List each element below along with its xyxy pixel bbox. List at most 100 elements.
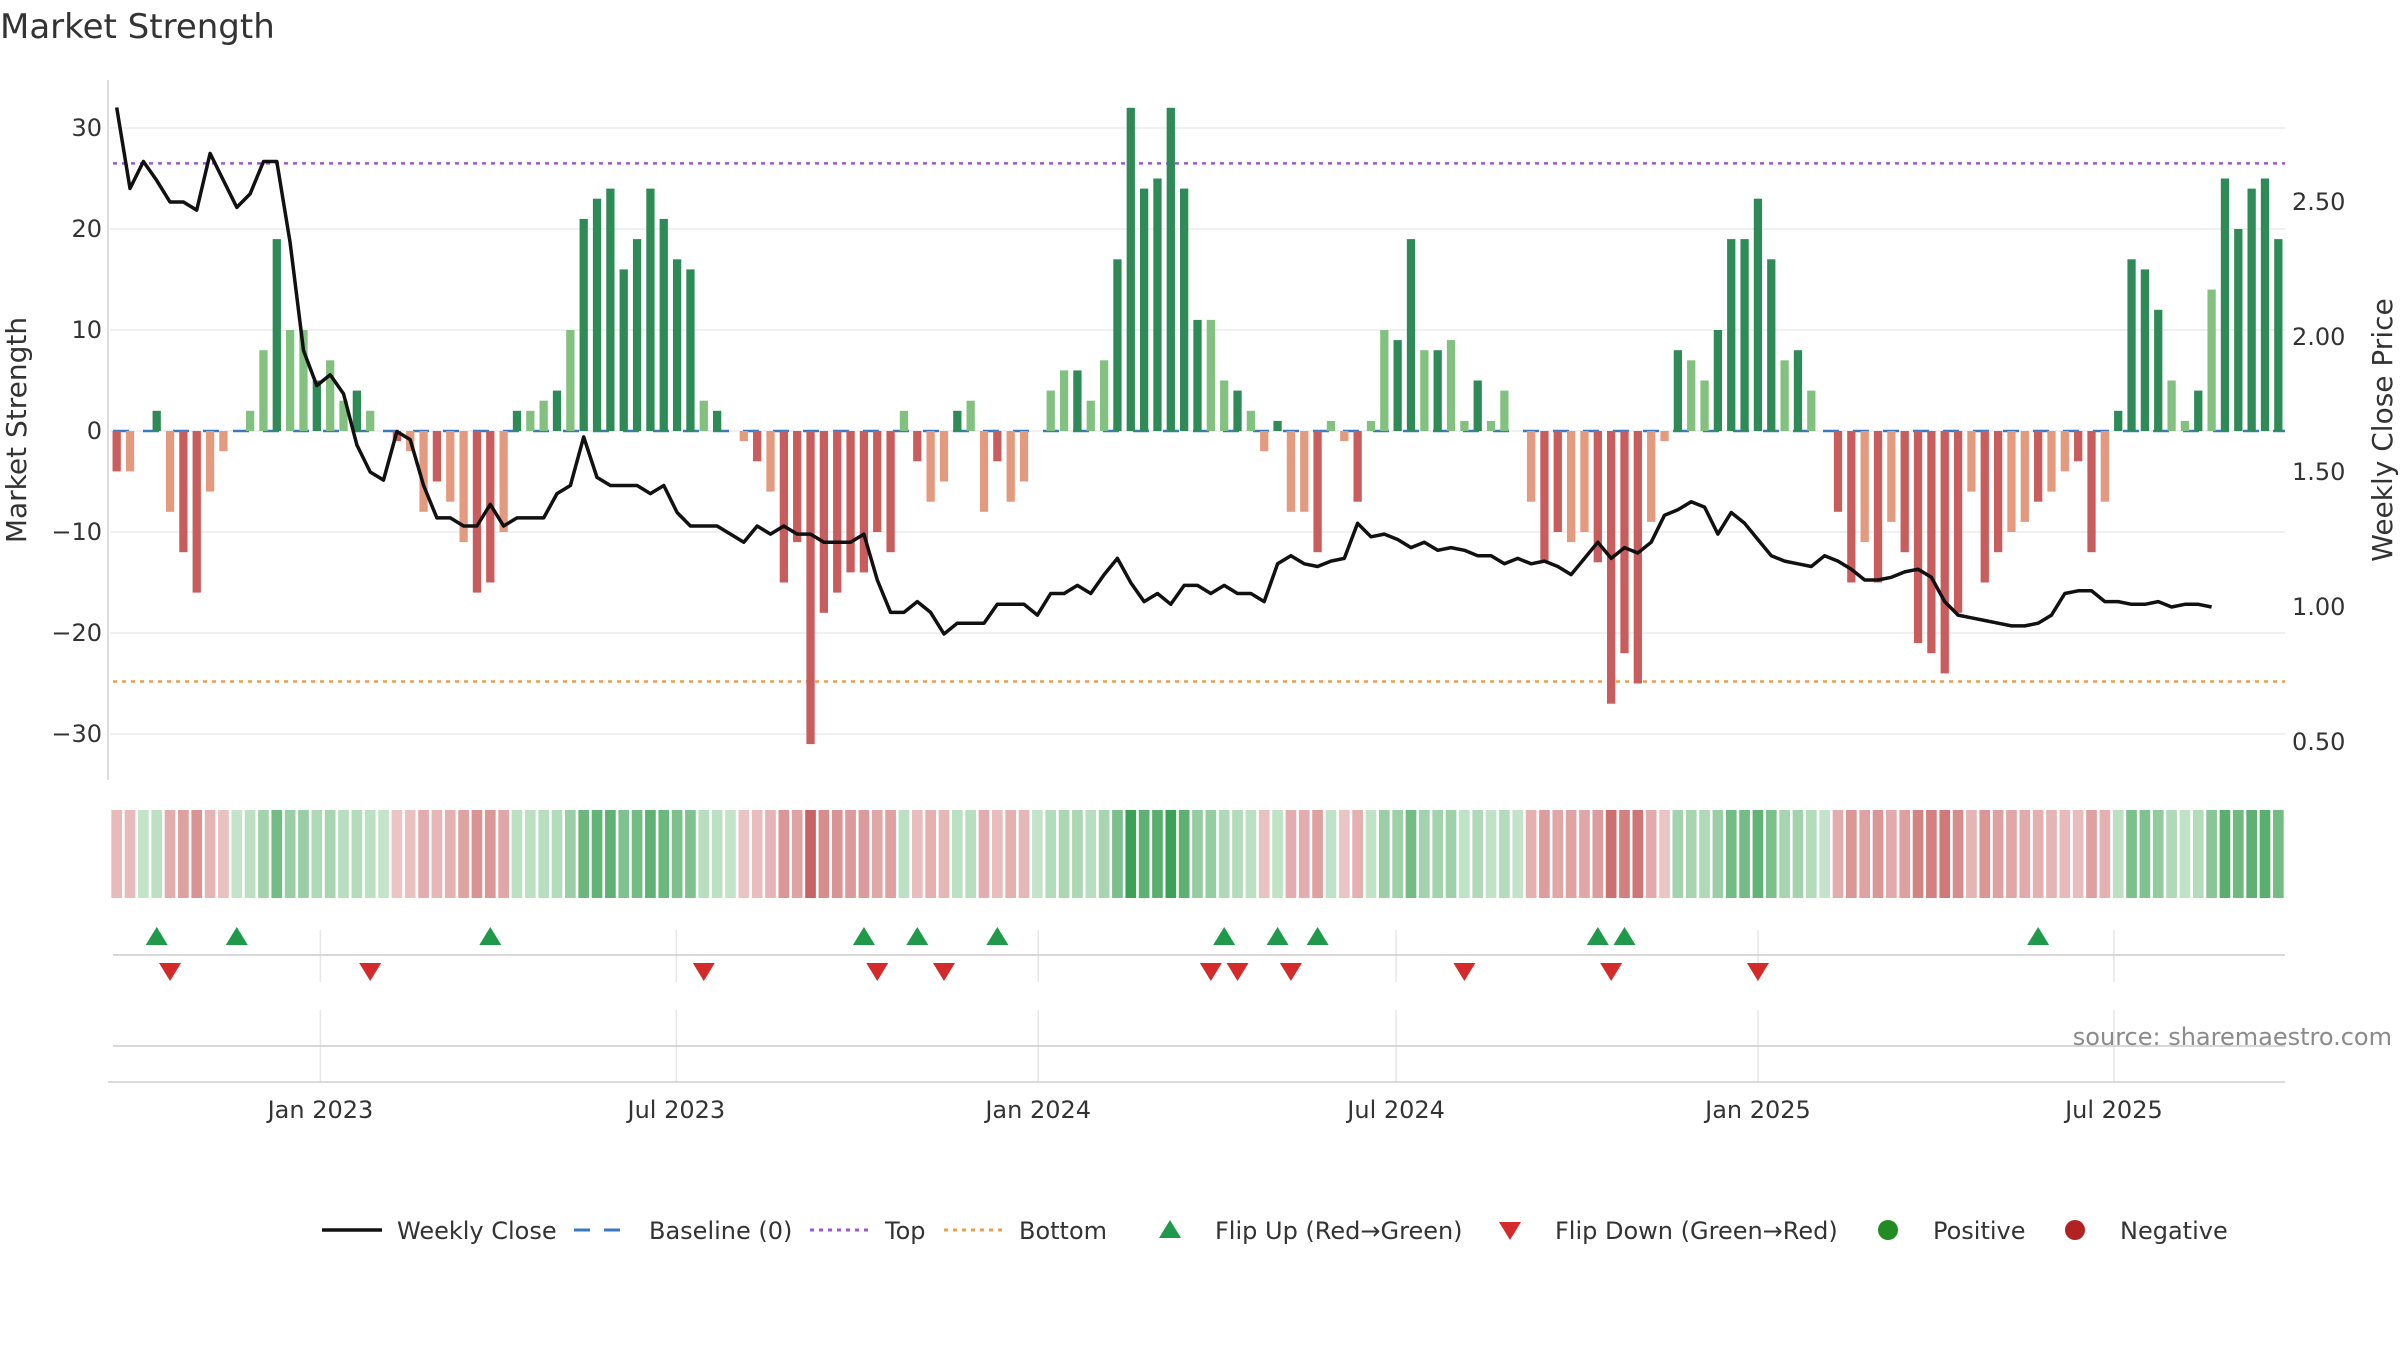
strength-bars	[112, 107, 2283, 745]
strength-bar	[939, 431, 949, 482]
heat-cell	[2246, 810, 2257, 898]
legend-label: Baseline (0)	[649, 1217, 792, 1245]
heat-cell	[805, 810, 816, 898]
heat-cell	[1058, 810, 1070, 898]
heat-cell	[1138, 810, 1150, 898]
heat-cell	[1045, 810, 1057, 898]
heat-cell	[1152, 810, 1163, 898]
flip-down-marker	[1279, 963, 1302, 981]
heat-cell	[1579, 810, 1590, 898]
strength-bar	[1647, 431, 1656, 522]
heat-cell	[431, 810, 443, 898]
strength-bar	[286, 330, 295, 431]
strength-bar	[1580, 431, 1589, 532]
strength-bar	[2114, 410, 2123, 431]
strength-bar	[1940, 431, 1949, 674]
strength-bar	[152, 410, 161, 431]
x-tick-label: Jul 2023	[626, 1096, 726, 1124]
flip-up-marker	[479, 927, 502, 945]
heat-cell	[2072, 810, 2084, 898]
heat-cell	[1499, 810, 1510, 898]
strength-bar	[312, 380, 321, 431]
legend-item-flip_down: Flip Down (Green→Red)	[1499, 1217, 1838, 1245]
flip-up-marker	[1213, 927, 1236, 945]
flip-down-marker	[932, 963, 955, 981]
heat-cell	[1832, 810, 1844, 898]
heat-cell	[391, 810, 403, 898]
heat-cell	[1619, 810, 1630, 898]
strength-bar	[1166, 107, 1175, 432]
heat-cell	[1645, 810, 1657, 898]
heat-cell	[2272, 810, 2284, 898]
heat-cell	[1125, 810, 1137, 898]
strength-bar	[1500, 390, 1509, 431]
heat-cell	[1298, 810, 1310, 898]
heat-cell	[551, 810, 563, 898]
heat-cell	[1192, 810, 1203, 898]
strength-bar	[366, 410, 375, 431]
strength-bar	[1180, 188, 1189, 431]
heat-cell	[538, 810, 550, 898]
flip-down-marker	[1600, 963, 1623, 981]
heat-cell	[885, 810, 896, 898]
strength-bar	[1126, 107, 1135, 432]
heat-cell	[1926, 810, 1937, 898]
heat-cell	[2112, 810, 2124, 898]
strength-bar	[459, 431, 468, 543]
strength-bar	[259, 350, 268, 431]
heat-cell	[1352, 810, 1363, 898]
strength-bar	[913, 431, 922, 462]
strength-bar	[753, 431, 762, 462]
heat-cell	[951, 810, 963, 898]
strength-bar	[1620, 431, 1629, 654]
heat-cell	[1112, 810, 1123, 898]
legend-negative-swatch	[2065, 1220, 2085, 1240]
strength-bar	[472, 431, 482, 593]
strength-bar	[2180, 420, 2190, 431]
strength-bar	[1660, 431, 1669, 442]
strength-bar	[179, 431, 188, 553]
strength-bar	[2020, 431, 2029, 522]
heat-cell	[751, 810, 763, 898]
heat-cell	[1725, 810, 1737, 898]
strength-bar	[2234, 229, 2243, 431]
heat-cell	[1338, 810, 1350, 898]
heat-cell	[1512, 810, 1524, 898]
y-tick-label: −10	[51, 518, 102, 546]
heat-cell	[1592, 810, 1604, 898]
y2-tick-label: 1.00	[2292, 593, 2345, 621]
y-axis-label: Market Strength	[0, 317, 33, 543]
x-tick-label: Jan 2023	[266, 1096, 374, 1124]
heat-cell	[1939, 810, 1951, 898]
strength-bar	[1300, 431, 1309, 512]
heat-cell	[2006, 810, 2017, 898]
legend-item-bottom: Bottom	[944, 1217, 1107, 1245]
heat-cell	[711, 810, 723, 898]
legend-item-negative: Negative	[2065, 1217, 2228, 1245]
strength-bar	[2087, 431, 2096, 553]
strength-bar	[1006, 431, 1015, 502]
heat-cell	[818, 810, 830, 898]
axes: 30 20 10 0 −10 −20 −30 2.50 2.00 1.50 1.00 0.50 Jan …	[51, 80, 2345, 1124]
strength-bar	[2260, 178, 2270, 431]
heat-cell	[978, 810, 990, 898]
strength-bar	[1313, 431, 1322, 553]
heat-cell	[1419, 810, 1430, 898]
strength-bar	[1246, 410, 1256, 431]
legend-label: Negative	[2120, 1217, 2228, 1245]
heat-cell	[458, 810, 469, 898]
heat-cell	[1632, 810, 1644, 898]
heat-cell	[725, 810, 736, 898]
legend-item-top: Top	[810, 1217, 926, 1245]
heat-cell	[1685, 810, 1697, 898]
strength-bar	[1913, 431, 1923, 644]
heat-cell	[1032, 810, 1043, 898]
heat-cell	[1245, 810, 1257, 898]
strength-bar	[1086, 400, 1095, 431]
x-tick-label: Jul 2025	[2063, 1096, 2163, 1124]
source-note: source: sharemaestro.com	[2073, 1023, 2392, 1051]
heat-cell	[1672, 810, 1684, 898]
weekly-close-line	[114, 107, 2212, 636]
strength-bar	[1473, 380, 1482, 431]
strength-bar	[1927, 431, 1936, 654]
